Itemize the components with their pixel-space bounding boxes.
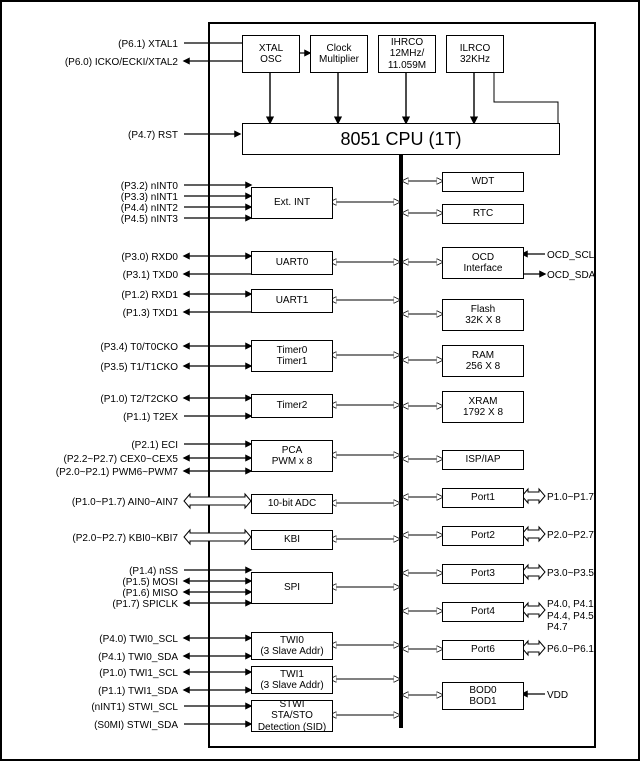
left-label-20: (P1.4) nSS bbox=[129, 566, 178, 578]
left-label-9: (P1.2) RXD1 bbox=[121, 290, 178, 302]
left-label-14: (P1.1) T2EX bbox=[123, 412, 178, 424]
right-block-12: BOD0BOD1 bbox=[442, 682, 524, 710]
left-block-5: PCAPWM x 8 bbox=[251, 440, 333, 472]
right-block-10: Port4 bbox=[442, 602, 524, 622]
left-label-24: (P4.0) TWI0_SCL bbox=[99, 634, 178, 646]
diagram-frame: 8051 CPU (1T) XTALOSC ClockMultiplier IHRCO… bbox=[0, 0, 640, 761]
left-block-7: KBI bbox=[251, 530, 333, 550]
left-block-2: UART1 bbox=[251, 289, 333, 313]
right-label-4: P3.0~P3.5 bbox=[547, 568, 594, 580]
right-block-7: Port1 bbox=[442, 488, 524, 508]
left-label-28: (nINT1) STWI_SCL bbox=[91, 702, 178, 714]
top-block-0: XTALOSC bbox=[242, 35, 300, 73]
left-label-17: (P2.0~P2.1) PWM6~PWM7 bbox=[56, 467, 178, 479]
left-label-13: (P1.0) T2/T2CKO bbox=[100, 394, 178, 406]
left-label-11: (P3.4) T0/T0CKO bbox=[100, 342, 178, 354]
right-label-3: P2.0~P2.7 bbox=[547, 530, 594, 542]
top-block-2: IHRCO12MHz/11.059M bbox=[378, 35, 436, 73]
left-block-8: SPI bbox=[251, 572, 333, 604]
left-label-10: (P1.3) TXD1 bbox=[123, 308, 178, 320]
left-label-27: (P1.1) TWI1_SDA bbox=[98, 686, 178, 698]
left-label-8: (P3.1) TXD0 bbox=[123, 270, 178, 282]
left-label-23: (P1.7) SPICLK bbox=[112, 599, 178, 611]
left-label-15: (P2.1) ECI bbox=[131, 440, 178, 452]
right-label-7: VDD bbox=[547, 690, 568, 702]
left-block-10: TWI1(3 Slave Addr) bbox=[251, 666, 333, 694]
left-label-4: (P3.3) nINT1 bbox=[121, 192, 178, 204]
right-block-11: Port6 bbox=[442, 640, 524, 660]
left-label-3: (P3.2) nINT0 bbox=[121, 181, 178, 193]
left-block-6: 10-bit ADC bbox=[251, 494, 333, 514]
left-label-6: (P4.5) nINT3 bbox=[121, 214, 178, 226]
left-label-2: (P4.7) RST bbox=[128, 130, 178, 142]
left-label-22: (P1.6) MISO bbox=[122, 588, 178, 600]
left-label-18: (P1.0~P1.7) AIN0~AIN7 bbox=[72, 497, 178, 509]
left-block-4: Timer2 bbox=[251, 394, 333, 418]
left-block-1: UART0 bbox=[251, 251, 333, 275]
right-block-3: Flash32K X 8 bbox=[442, 299, 524, 331]
left-label-0: (P6.1) XTAL1 bbox=[118, 39, 178, 51]
right-block-9: Port3 bbox=[442, 564, 524, 584]
left-label-25: (P4.1) TWI0_SDA bbox=[98, 652, 178, 664]
right-block-2: OCDInterface bbox=[442, 247, 524, 279]
right-block-1: RTC bbox=[442, 204, 524, 224]
right-block-5: XRAM1792 X 8 bbox=[442, 391, 524, 423]
top-block-1: ClockMultiplier bbox=[310, 35, 368, 73]
left-label-1: (P6.0) ICKO/ECKI/XTAL2 bbox=[65, 57, 178, 69]
left-label-5: (P4.4) nINT2 bbox=[121, 203, 178, 215]
left-label-7: (P3.0) RXD0 bbox=[121, 252, 178, 264]
left-label-12: (P3.5) T1/T1CKO bbox=[100, 362, 178, 374]
right-label-6: P6.0~P6.1 bbox=[547, 644, 594, 656]
left-block-11: STWISTA/STODetection (SID) bbox=[251, 700, 333, 732]
left-label-19: (P2.0~P2.7) KBI0~KBI7 bbox=[72, 533, 178, 545]
right-block-8: Port2 bbox=[442, 526, 524, 546]
right-label-5: P4.0, P4.1,P4.4, P4.5,P4.7 bbox=[547, 599, 596, 634]
left-block-3: Timer0Timer1 bbox=[251, 340, 333, 372]
right-label-0: OCD_SCL bbox=[547, 250, 594, 262]
right-block-0: WDT bbox=[442, 172, 524, 192]
left-label-29: (S0MI) STWI_SDA bbox=[94, 720, 178, 732]
right-block-6: ISP/IAP bbox=[442, 450, 524, 470]
cpu-block: 8051 CPU (1T) bbox=[242, 123, 560, 155]
top-block-3: ILRCO32KHz bbox=[446, 35, 504, 73]
right-label-1: OCD_SDA bbox=[547, 270, 595, 282]
left-block-9: TWI0(3 Slave Addr) bbox=[251, 632, 333, 660]
left-label-16: (P2.2~P2.7) CEX0~CEX5 bbox=[63, 454, 178, 466]
left-label-21: (P1.5) MOSI bbox=[122, 577, 178, 589]
system-bus bbox=[399, 153, 403, 728]
right-block-4: RAM256 X 8 bbox=[442, 345, 524, 377]
right-label-2: P1.0~P1.7 bbox=[547, 492, 594, 504]
left-block-0: Ext. INT bbox=[251, 187, 333, 219]
left-label-26: (P1.0) TWI1_SCL bbox=[99, 668, 178, 680]
